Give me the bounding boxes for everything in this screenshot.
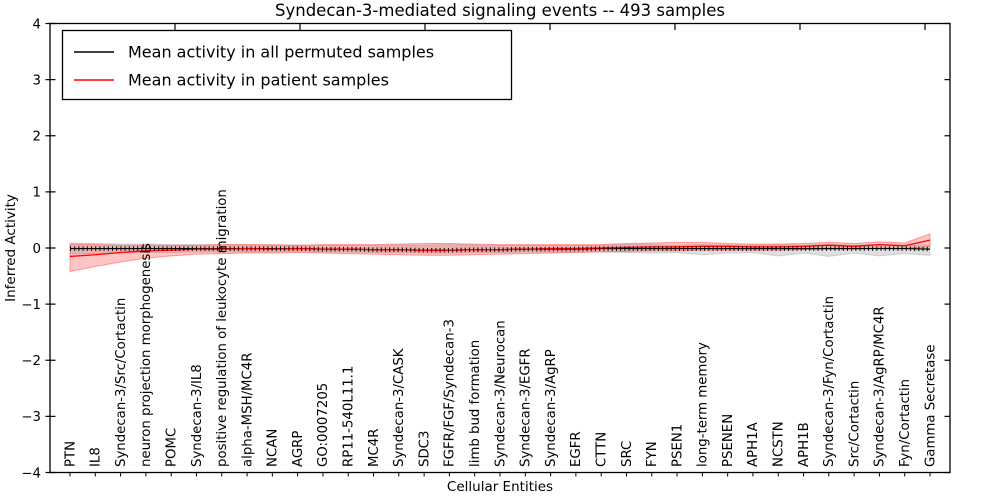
x-category-label: GO:0007205 bbox=[316, 383, 331, 467]
legend-label-patient: Mean activity in patient samples bbox=[128, 71, 389, 90]
x-category-label: PSEN1 bbox=[670, 424, 685, 467]
y-tick-label: 3 bbox=[33, 73, 41, 88]
x-category-label: PSENEN bbox=[721, 414, 736, 467]
x-category-label: FGFR/FGF/Syndecan-3 bbox=[443, 319, 458, 467]
x-category-label: Syndecan-3/Src/Cortactin bbox=[114, 298, 129, 467]
x-category-label: neuron projection morphogenesis bbox=[139, 243, 154, 467]
y-tick-label: −3 bbox=[21, 410, 41, 425]
y-tick-label: 0 bbox=[33, 242, 41, 257]
legend-label-permuted: Mean activity in all permuted samples bbox=[128, 43, 434, 62]
x-axis-label: Cellular Entities bbox=[447, 479, 553, 495]
x-category-label: Syndecan-3/AgRP/MC4R bbox=[873, 306, 888, 467]
patient-confidence-band bbox=[69, 233, 931, 273]
x-category-label: Syndecan-3/EGFR bbox=[519, 348, 534, 467]
legend: Mean activity in all permuted samples Me… bbox=[61, 29, 513, 101]
confidence-bands bbox=[69, 233, 931, 273]
x-category-label: MC4R bbox=[367, 429, 382, 467]
x-category-label: IL8 bbox=[89, 447, 104, 467]
x-category-label: CTTN bbox=[594, 432, 609, 467]
y-tick-label: −2 bbox=[21, 354, 41, 369]
x-category-label: limb bud formation bbox=[468, 340, 483, 467]
x-category-label: NCAN bbox=[266, 429, 281, 467]
series-lines bbox=[69, 239, 931, 258]
y-tick-label: 4 bbox=[33, 17, 41, 32]
x-category-label: Fyn/Cortactin bbox=[898, 379, 913, 467]
y-tick-label: 1 bbox=[33, 186, 41, 201]
legend-box bbox=[61, 29, 513, 101]
x-category-label: Syndecan-3/Fyn/Cortactin bbox=[822, 296, 837, 467]
x-category-label: SRC bbox=[620, 441, 635, 467]
x-category-label: APH1B bbox=[797, 422, 812, 467]
chart-title: Syndecan-3-mediated signaling events -- … bbox=[275, 1, 725, 20]
axes bbox=[45, 22, 951, 477]
x-category-label: APH1A bbox=[746, 422, 761, 467]
x-category-label: AGRP bbox=[291, 431, 306, 467]
x-category-label: PTN bbox=[63, 441, 78, 467]
x-category-label: Gamma Secretase bbox=[923, 345, 938, 468]
x-category-label: EGFR bbox=[569, 431, 584, 467]
x-category-label: FYN bbox=[645, 441, 660, 467]
y-tick-label: −4 bbox=[21, 466, 41, 481]
x-category-label: POMC bbox=[164, 428, 179, 467]
y-axis-label: Inferred Activity bbox=[3, 194, 19, 302]
x-category-label: long-term memory bbox=[696, 342, 711, 467]
x-tick-labels: PTN IL8 Syndecan-3/Src/Cortactin neuron pro… bbox=[63, 189, 938, 467]
permuted-line-markers bbox=[70, 246, 931, 253]
y-tick-label: −1 bbox=[21, 298, 41, 313]
y-tick-labels: −4 −3 −2 −1 0 1 2 3 4 bbox=[21, 17, 41, 481]
x-category-label: NCSTN bbox=[772, 421, 787, 467]
x-category-label: positive regulation of leukocyte migrati… bbox=[215, 189, 230, 467]
x-category-label: Syndecan-3/IL8 bbox=[190, 364, 205, 467]
x-category-label: Src/Cortactin bbox=[847, 381, 862, 467]
x-category-label: Syndecan-3/CASK bbox=[392, 348, 407, 467]
x-category-label: SDC3 bbox=[417, 431, 432, 467]
x-category-label: alpha-MSH/MC4R bbox=[240, 352, 255, 467]
y-tick-label: 2 bbox=[33, 130, 41, 145]
x-category-label: Syndecan-3/AgRP bbox=[544, 349, 559, 467]
x-category-label: Syndecan-3/Neurocan bbox=[493, 320, 508, 467]
x-category-label: RP11-540L11.1 bbox=[342, 366, 357, 467]
